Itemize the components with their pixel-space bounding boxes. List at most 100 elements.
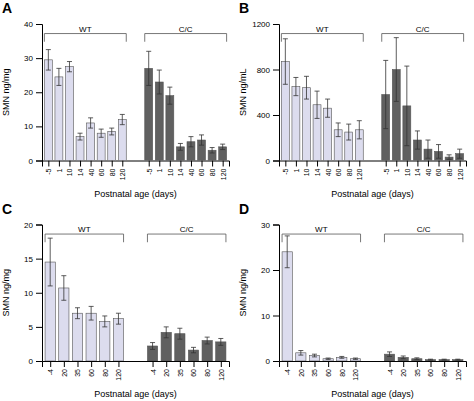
tick-label: 1	[293, 168, 300, 172]
tick-mark	[180, 361, 181, 367]
error-bar	[326, 358, 331, 359]
bar	[100, 321, 110, 361]
tick: 10	[404, 161, 411, 177]
tick-mark	[69, 161, 70, 167]
error-bar	[157, 70, 162, 94]
plot-area	[281, 38, 463, 161]
tick: 30	[261, 221, 279, 230]
tick: 120	[356, 161, 363, 181]
tick: 80	[441, 361, 448, 377]
error-bar	[357, 121, 362, 139]
tick-mark	[328, 161, 329, 167]
tick-label: 0	[29, 157, 34, 166]
tick: 10	[24, 289, 42, 298]
tick-mark	[223, 161, 224, 167]
tick-label: 35	[74, 369, 81, 377]
tick-label: 80	[209, 168, 216, 176]
tick: 1	[56, 161, 63, 173]
bar	[425, 360, 435, 361]
tick: 120	[115, 361, 122, 381]
error-bar	[218, 338, 223, 345]
axis-line	[273, 25, 280, 162]
tick-mark	[449, 161, 450, 167]
tick: 80	[209, 161, 216, 177]
tick-label: 40	[325, 168, 332, 176]
tick-mark	[328, 361, 329, 367]
panel-label: A	[2, 0, 12, 16]
tick-mark	[349, 161, 350, 167]
error-bar	[339, 356, 344, 358]
tick-label: -5	[45, 168, 52, 174]
tick: 60	[98, 161, 105, 177]
bracket	[281, 34, 363, 42]
tick-label: 14	[177, 168, 184, 176]
error-bar	[428, 359, 433, 361]
error-bar	[177, 328, 182, 339]
tick-label: -4	[47, 369, 54, 375]
tick: -4	[387, 361, 394, 375]
error-bar	[146, 51, 151, 85]
tick-mark	[287, 361, 288, 367]
bar	[113, 319, 123, 361]
error-bar	[191, 347, 196, 352]
tick-mark	[342, 361, 343, 367]
y-axis-title: SMN ng/mg	[1, 68, 11, 116]
tick-label: 35	[414, 369, 421, 377]
error-bar	[178, 143, 183, 150]
tick-mark	[407, 161, 408, 167]
tick-mark	[118, 361, 119, 367]
group-label: WT	[315, 225, 328, 234]
tick-label: 120	[455, 369, 462, 381]
tick: 14	[177, 161, 184, 177]
tick: -5	[383, 161, 390, 175]
tick-mark	[207, 361, 208, 367]
tick-label: 35	[177, 369, 184, 377]
tick: -4	[150, 361, 157, 375]
tick-mark	[314, 361, 315, 367]
error-bar	[312, 354, 317, 357]
error-bar	[353, 358, 358, 359]
tick-label: 80	[102, 369, 109, 377]
tick-mark	[317, 161, 318, 167]
tick: 120	[218, 361, 225, 381]
bar	[337, 357, 347, 361]
tick: 0	[29, 157, 42, 166]
tick: 80	[446, 161, 453, 177]
x-axis-title: Postnatal age (days)	[94, 389, 177, 399]
error-bar	[457, 149, 462, 158]
tick-mark	[36, 24, 42, 25]
bar	[72, 313, 82, 361]
tick: 14	[414, 161, 421, 177]
group-label: WT	[78, 225, 91, 234]
error-bar	[293, 77, 298, 95]
bar	[118, 120, 126, 161]
panel: 010203040-511014406080120-51101440608012…	[1, 0, 230, 199]
error-bar	[164, 327, 169, 338]
tick: 10	[66, 161, 73, 177]
y-axis: 010203040	[24, 20, 42, 166]
bracket	[145, 34, 227, 42]
error-bar	[425, 140, 430, 158]
error-bar	[89, 306, 94, 320]
tick-mark	[301, 361, 302, 367]
x-axis-title: Postnatal age (days)	[331, 389, 414, 399]
axis-line	[280, 161, 467, 167]
bracket	[147, 234, 225, 242]
tick-label: -5	[282, 168, 289, 174]
tick-label: 20	[261, 266, 270, 275]
figure: 010203040-511014406080120-51101440608012…	[0, 0, 474, 401]
error-bar	[48, 238, 53, 286]
tick-label: 10	[24, 289, 33, 298]
tick: 400	[257, 111, 279, 120]
tick-label: 20	[163, 369, 170, 377]
tick: 35	[74, 361, 81, 377]
bar	[55, 77, 63, 161]
tick-label: 120	[218, 369, 225, 381]
tick-mark	[439, 161, 440, 167]
tick-mark	[36, 58, 42, 59]
tick: 80	[109, 161, 116, 177]
tick-label: 20	[298, 369, 305, 377]
tick-label: 60	[98, 168, 105, 176]
tick-label: 400	[257, 111, 271, 120]
tick-label: -4	[150, 369, 157, 375]
